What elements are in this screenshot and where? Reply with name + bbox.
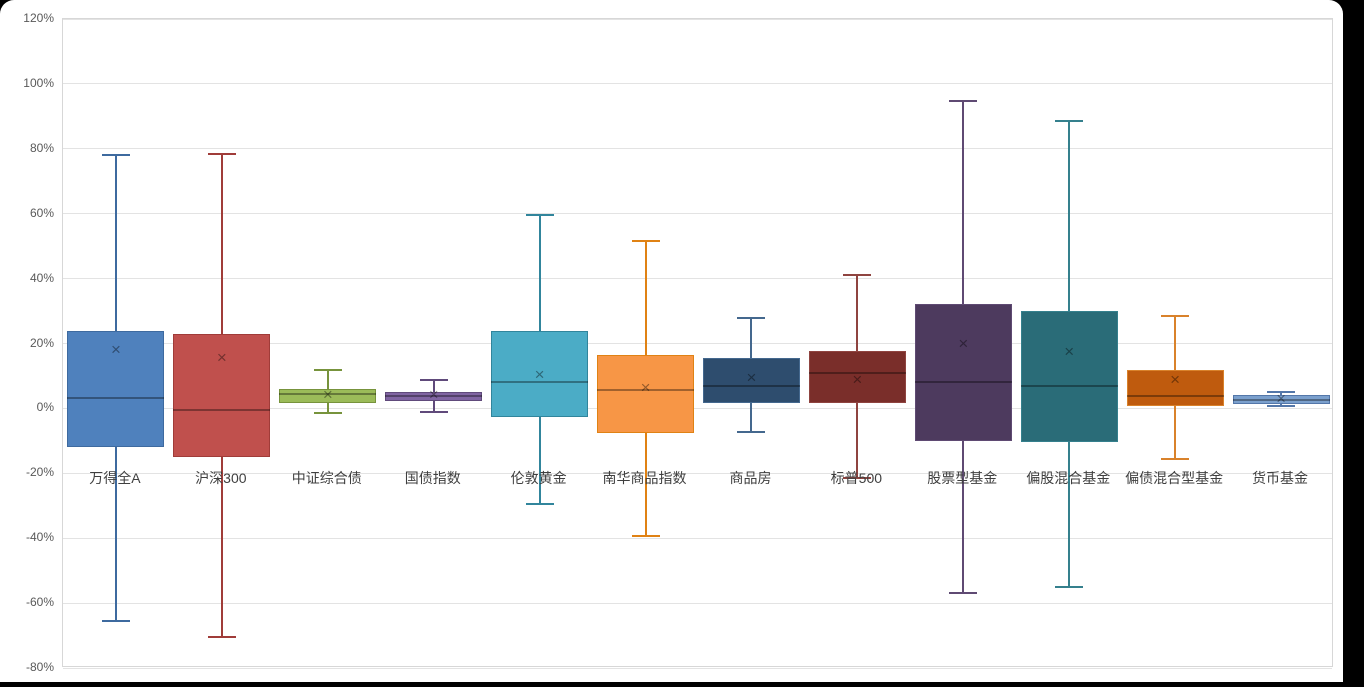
gridline [63, 148, 1332, 150]
box [173, 334, 271, 458]
category-label: 商品房 [729, 470, 772, 486]
y-tick-label: -20% [25, 465, 54, 480]
whisker-cap [1055, 119, 1084, 122]
category-label: 国债指数 [404, 470, 461, 486]
box [1126, 370, 1224, 406]
whisker-cap [737, 430, 766, 433]
mean-marker: × [110, 339, 121, 359]
median-line [1126, 394, 1224, 397]
gridline [63, 278, 1332, 280]
gridline [63, 18, 1332, 20]
category-label: 偏股混合基金 [1026, 470, 1111, 486]
category-label: 股票型基金 [927, 470, 998, 486]
median-line [597, 388, 695, 391]
y-tick-label: 100% [23, 75, 54, 90]
mean-marker: × [1064, 342, 1075, 362]
whisker-cap [419, 411, 448, 414]
whisker-cap [525, 503, 554, 506]
category-label: 中证综合债 [291, 470, 362, 486]
gridline [63, 472, 1332, 474]
whisker-cap [843, 476, 872, 479]
whisker-cap [313, 369, 342, 372]
box [385, 391, 483, 401]
y-tick-label: 0% [36, 400, 54, 415]
plot-area: × × × × × × × × × × × × [62, 18, 1333, 669]
mean-marker: × [534, 364, 545, 384]
y-tick-label: 40% [29, 270, 54, 285]
mean-marker: × [640, 377, 651, 397]
median-line [1020, 385, 1118, 388]
whisker-cap [207, 152, 236, 155]
category-label: 标普500 [830, 470, 883, 486]
mean-marker: × [958, 333, 969, 353]
whisker-cap [101, 154, 130, 157]
box [702, 357, 800, 403]
median-line [702, 384, 800, 387]
chart-canvas: 120% 100% 80% 60% 40% 20% 0% -20% -40% -60% -80% ×… [0, 0, 1343, 682]
gridline [63, 537, 1332, 539]
category-label: 伦敦黄金 [510, 470, 567, 486]
median-line [914, 381, 1012, 384]
y-tick-label: -60% [25, 595, 54, 610]
mean-marker: × [216, 347, 227, 367]
whisker-cap [737, 316, 766, 319]
median-line [385, 395, 483, 398]
category-label: 南华商品指数 [602, 470, 687, 486]
whisker-cap [101, 619, 130, 622]
category-label: 沪深300 [195, 470, 247, 486]
median-line [491, 381, 589, 384]
whisker-cap [419, 378, 448, 381]
whisker-cap [631, 534, 660, 537]
mean-marker: × [1276, 389, 1286, 409]
whisker-cap [949, 592, 978, 595]
box [914, 303, 1012, 441]
whisker-cap [207, 636, 236, 639]
whisker-cap [843, 274, 872, 277]
whisker-cap [949, 100, 978, 103]
y-tick-label: 120% [23, 11, 54, 25]
mean-marker: × [322, 384, 333, 404]
y-tick-label: -80% [25, 660, 54, 674]
gridline [63, 213, 1332, 215]
box [67, 331, 165, 448]
median-line [1232, 398, 1330, 401]
median-line [67, 397, 165, 400]
box [808, 350, 906, 403]
whisker-cap [1161, 457, 1190, 460]
y-tick-label: 60% [29, 205, 54, 220]
box [491, 331, 589, 418]
median-line [173, 409, 271, 412]
category-label: 货币基金 [1252, 470, 1309, 486]
y-tick-label: 80% [29, 140, 54, 155]
category-label: 万得全A [89, 470, 141, 486]
whisker-cap [1267, 391, 1296, 394]
gridline [63, 602, 1332, 604]
gridline [63, 83, 1332, 85]
y-tick-label: -40% [25, 530, 54, 545]
median-line [279, 393, 377, 396]
whisker-cap [1161, 315, 1190, 318]
median-line [808, 372, 906, 375]
gridline [63, 667, 1332, 669]
whisker-cap [1055, 585, 1084, 588]
mean-marker: × [1170, 369, 1181, 389]
y-tick-label: 20% [29, 335, 54, 350]
mean-marker: × [852, 369, 863, 389]
whisker-cap [1267, 405, 1296, 408]
whisker-cap [313, 411, 342, 414]
mean-marker: × [428, 384, 439, 404]
gridline [63, 343, 1332, 344]
category-label: 偏债混合型基金 [1125, 470, 1224, 486]
box [1232, 394, 1330, 405]
box [279, 388, 377, 404]
mean-marker: × [746, 367, 757, 387]
whisker-cap [631, 240, 660, 243]
gridline [63, 407, 1332, 409]
box [597, 355, 695, 433]
box [1020, 310, 1118, 442]
whisker-cap [525, 214, 554, 217]
